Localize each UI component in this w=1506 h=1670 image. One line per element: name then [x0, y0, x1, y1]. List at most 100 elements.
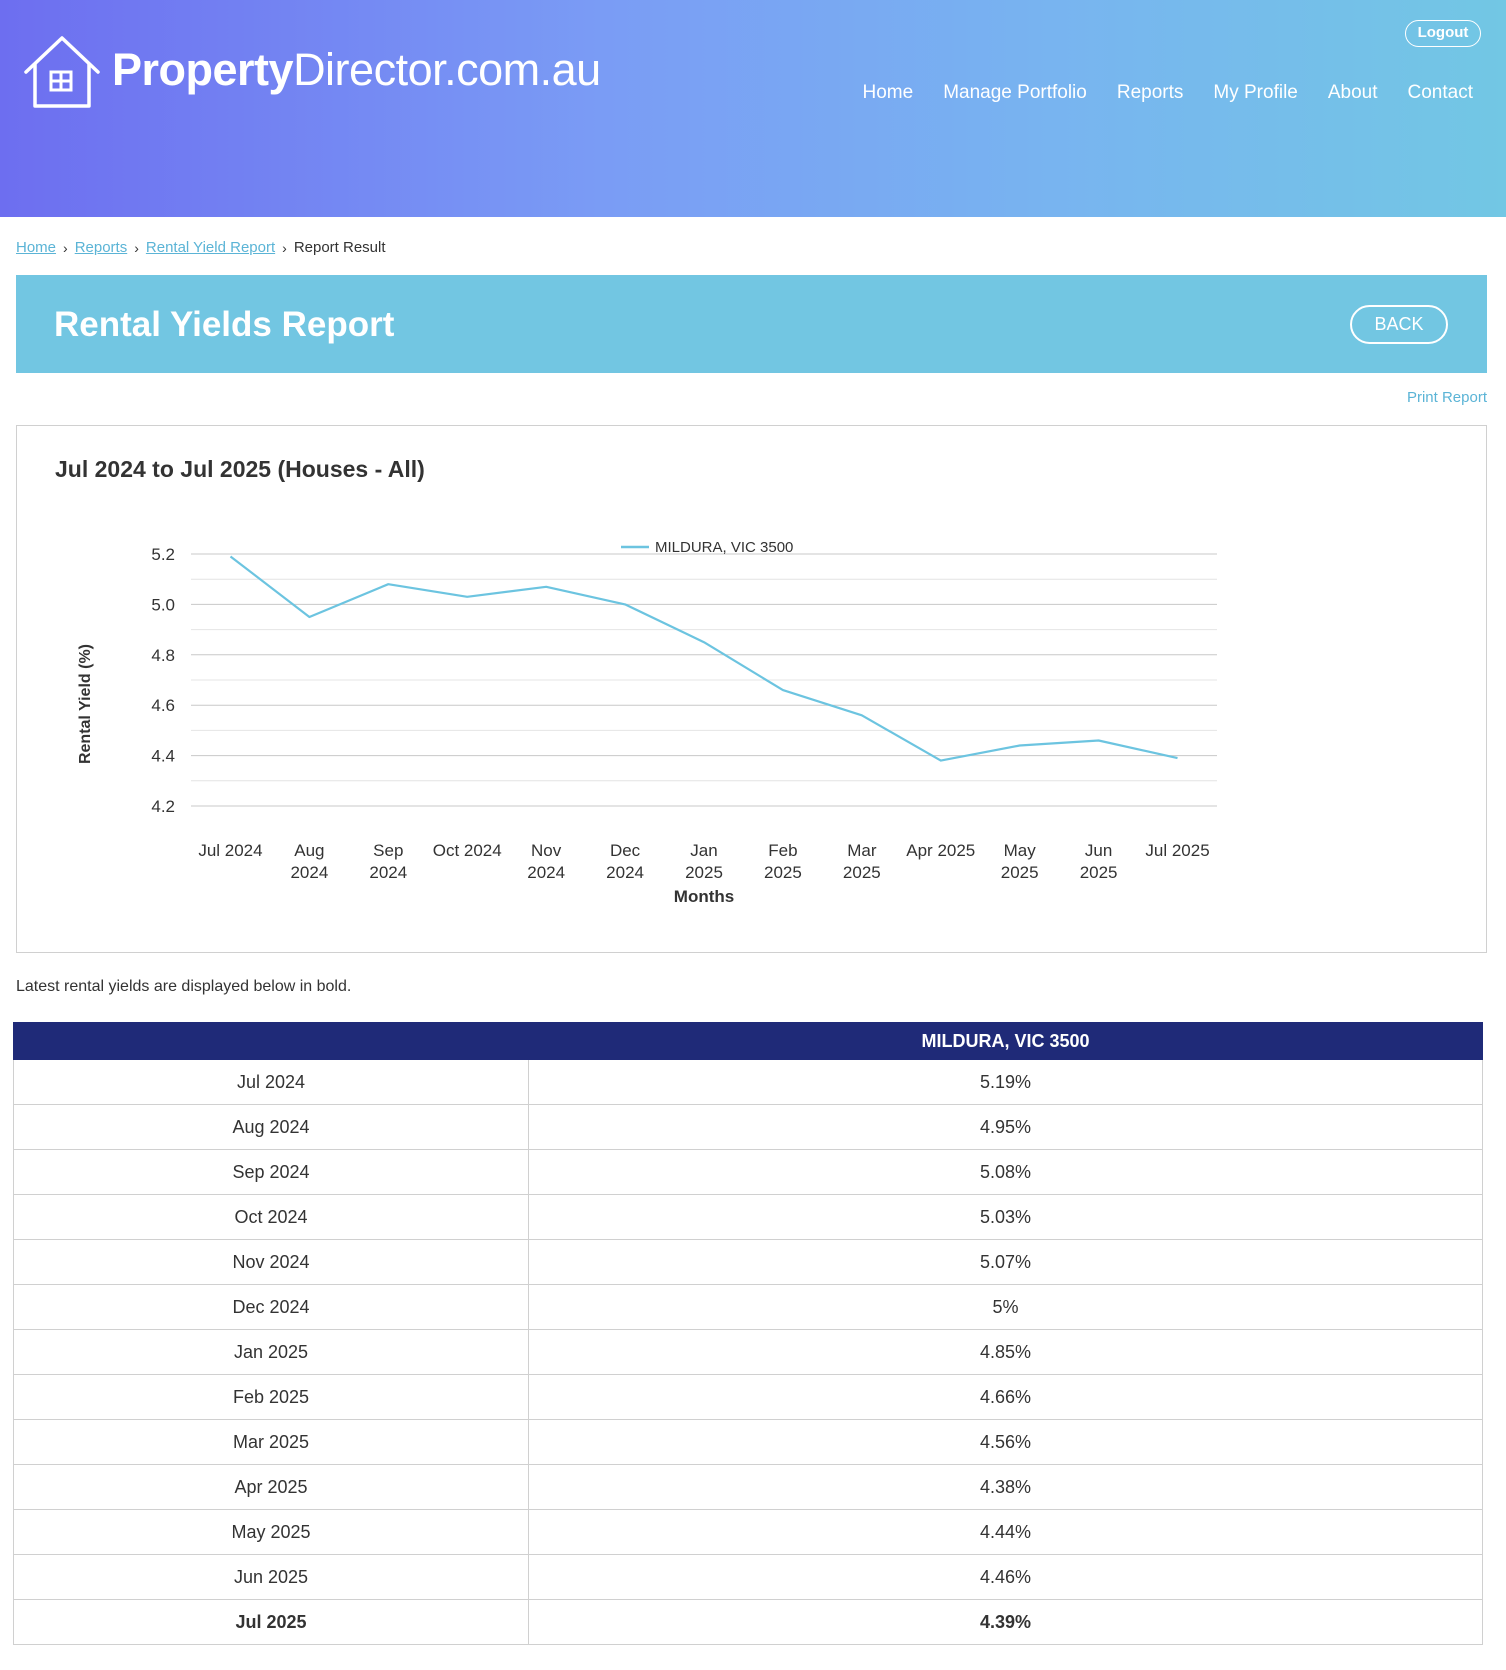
table-cell-month: Jun 2025 [13, 1554, 529, 1600]
page-title: Rental Yields Report [54, 305, 395, 344]
site-header: PropertyDirector.com.au Logout Home Mana… [0, 0, 1506, 217]
x-tick-label: Jan [690, 841, 717, 860]
nav-my-profile[interactable]: My Profile [1213, 82, 1298, 103]
rental-yield-table: MILDURA, VIC 3500 Jul 2024 5.19% Aug 2024 4… [13, 1022, 1483, 1645]
table-header-month [13, 1022, 529, 1060]
table-cell-yield: 5.03% [528, 1194, 1483, 1240]
x-tick-label: Nov [531, 841, 562, 860]
series-line [229, 555, 1178, 762]
data-point [465, 595, 469, 599]
x-tick-label: 2024 [290, 863, 328, 882]
chevron-right-icon: › [282, 239, 287, 256]
y-tick-label: 5.2 [151, 545, 175, 564]
y-axis-title: Rental Yield (%) [77, 644, 94, 764]
table-row: Jul 2024 5.19% [13, 1059, 1483, 1105]
y-tick-label: 4.4 [151, 747, 175, 766]
nav-about[interactable]: About [1327, 82, 1378, 103]
table-cell-month: Nov 2024 [13, 1239, 529, 1285]
table-cell-month: May 2025 [13, 1509, 529, 1555]
chevron-right-icon: › [134, 239, 139, 256]
data-point [1018, 744, 1022, 748]
data-point [702, 640, 706, 644]
data-point [544, 585, 548, 589]
logo-wordmark: PropertyDirector.com.au [112, 44, 601, 96]
breadcrumb-reports-link[interactable]: Reports [74, 239, 128, 256]
table-cell-month: Jul 2024 [13, 1059, 529, 1105]
x-tick-label: 2025 [843, 863, 881, 882]
table-cell-yield: 4.85% [528, 1329, 1483, 1375]
data-point [860, 713, 864, 717]
back-button[interactable]: BACK [1350, 305, 1448, 344]
table-row: Jan 2025 4.85% [13, 1329, 1483, 1375]
table-row: Apr 2025 4.38% [13, 1464, 1483, 1510]
table-cell-month: Apr 2025 [13, 1464, 529, 1510]
table-cell-month: Aug 2024 [13, 1104, 529, 1150]
table-cell-yield: 4.46% [528, 1554, 1483, 1600]
table-row: Jun 2025 4.46% [13, 1554, 1483, 1600]
data-point [939, 759, 943, 763]
chevron-right-icon: › [63, 239, 68, 256]
data-point [1097, 738, 1101, 742]
table-row: Sep 2024 5.08% [13, 1149, 1483, 1195]
chart-card: Jul 2024 to Jul 2025 (Houses - All) 4.2 4… [16, 425, 1487, 953]
breadcrumb-home-link[interactable]: Home [16, 239, 57, 256]
report-title-bar: Rental Yields Report BACK [16, 275, 1487, 373]
data-point [307, 615, 311, 619]
data-point [386, 582, 390, 586]
nav-reports[interactable]: Reports [1116, 82, 1184, 103]
breadcrumb-current: Report Result [293, 239, 386, 256]
x-tick-label: 2025 [764, 863, 802, 882]
nav-home[interactable]: Home [862, 82, 914, 103]
logo-text-bold: Property [112, 44, 294, 95]
x-tick-label: Mar [847, 841, 877, 860]
x-tick-label: Aug [294, 841, 324, 860]
table-cell-month: Feb 2025 [13, 1374, 529, 1420]
legend-label: MILDURA, VIC 3500 [655, 539, 793, 556]
table-cell-month: Jan 2025 [13, 1329, 529, 1375]
table-body: Jul 2024 5.19% Aug 2024 4.95% Sep 2024 5.08% O… [13, 1059, 1483, 1645]
table-cell-yield: 4.39% [528, 1599, 1483, 1645]
chart-card-title: Jul 2024 to Jul 2025 (Houses - All) [55, 456, 425, 482]
x-tick-label: Dec [610, 841, 641, 860]
table-row: May 2025 4.44% [13, 1509, 1483, 1555]
table-cell-month: Jul 2025 [13, 1599, 529, 1645]
breadcrumb: Home › Reports › Rental Yield Report › R… [16, 239, 386, 256]
table-note: Latest rental yields are displayed below… [16, 978, 352, 995]
x-tick-label: May [1004, 841, 1037, 860]
table-cell-yield: 5.19% [528, 1059, 1483, 1105]
table-cell-yield: 4.44% [528, 1509, 1483, 1555]
table-row: Jul 2025 4.39% [13, 1599, 1483, 1645]
x-tick-label: 2024 [527, 863, 565, 882]
rental-yield-line-chart: 4.2 4.4 4.6 4.8 5.0 5.2 Jul 2024 Aug 2024 Sep 2024… [77, 539, 1217, 906]
table-cell-yield: 4.66% [528, 1374, 1483, 1420]
table-cell-yield: 5.07% [528, 1239, 1483, 1285]
table-row: Dec 2024 5% [13, 1284, 1483, 1330]
table-row: Aug 2024 4.95% [13, 1104, 1483, 1150]
breadcrumb-rental-yield-report-link[interactable]: Rental Yield Report [145, 239, 276, 256]
y-tick-label: 4.6 [151, 696, 175, 715]
table-cell-month: Dec 2024 [13, 1284, 529, 1330]
data-point [781, 688, 785, 692]
house-logo-icon [24, 36, 100, 108]
x-tick-label: Feb [768, 841, 797, 860]
print-report-link[interactable]: Print Report [1406, 389, 1487, 406]
site-logo[interactable]: PropertyDirector.com.au [22, 34, 622, 114]
table-row: Mar 2025 4.56% [13, 1419, 1483, 1465]
table-cell-yield: 4.56% [528, 1419, 1483, 1465]
nav-contact[interactable]: Contact [1407, 82, 1473, 103]
y-tick-label: 4.2 [151, 797, 175, 816]
table-row: Oct 2024 5.03% [13, 1194, 1483, 1240]
table-cell-yield: 5.08% [528, 1149, 1483, 1195]
table-row: Nov 2024 5.07% [13, 1239, 1483, 1285]
nav-manage-portfolio[interactable]: Manage Portfolio [943, 82, 1087, 103]
logout-button[interactable]: Logout [1405, 20, 1481, 47]
data-point [1176, 756, 1180, 760]
table-cell-month: Oct 2024 [13, 1194, 529, 1240]
table-cell-yield: 4.38% [528, 1464, 1483, 1510]
x-tick-label: 2024 [606, 863, 644, 882]
x-tick-label: Jul 2024 [198, 841, 262, 860]
table-row: Feb 2025 4.66% [13, 1374, 1483, 1420]
x-tick-label: 2025 [1001, 863, 1039, 882]
main-nav: Home Manage Portfolio Reports My Profile… [863, 82, 1473, 104]
y-tick-label: 4.8 [151, 646, 175, 665]
